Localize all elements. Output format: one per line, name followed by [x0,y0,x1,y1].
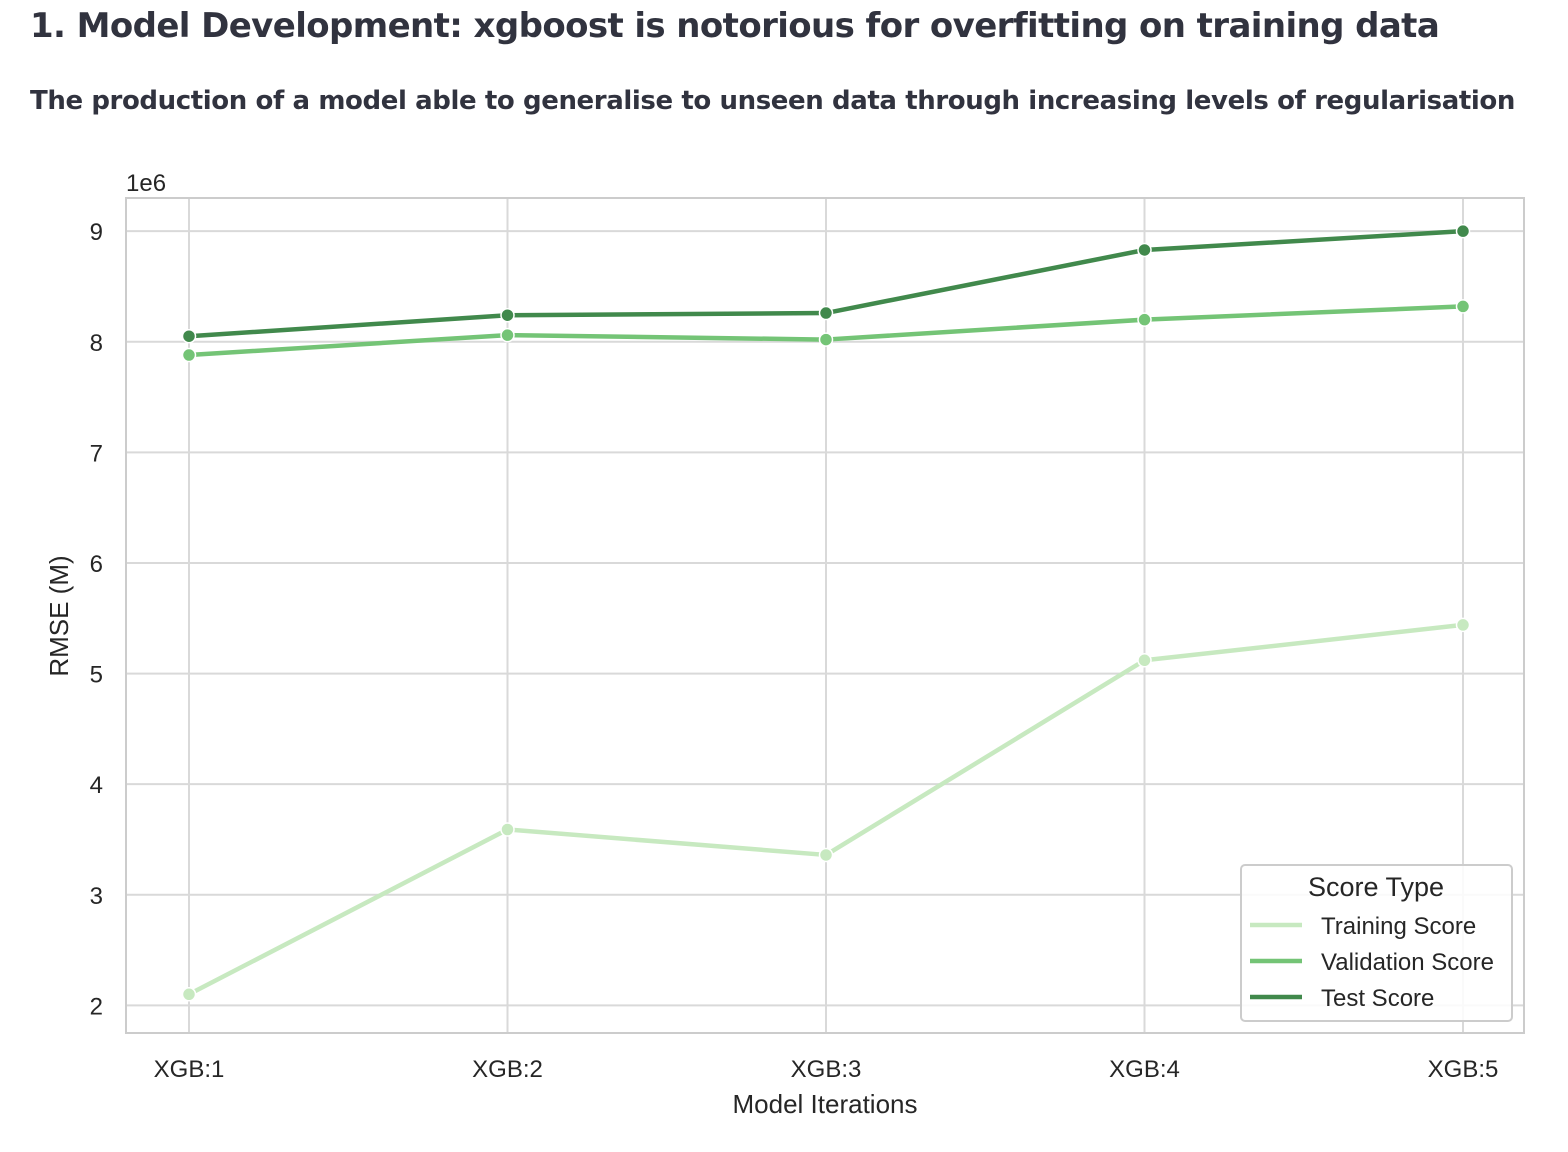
y-tick-label: 3 [90,883,103,910]
axis-ticks: 2 3 4 5 6 7 8 9 XGB:1 XGB:2 XGB:3 XGB:4 XGB:5 [90,219,1499,1083]
series-test-score [181,223,1471,344]
legend-entry-label: Training Score [1321,913,1476,940]
page-subheading: The production of a model able to genera… [30,86,1515,116]
y-tick-label: 8 [90,330,103,357]
legend-entry-label: Validation Score [1321,949,1494,976]
x-axis-label: Model Iterations [733,1089,918,1119]
series-lines [181,223,1471,1002]
data-point [1455,617,1471,633]
legend-items: Training Score Validation Score Test Score [1250,913,1494,1012]
legend-entry-label: Test Score [1321,985,1434,1012]
data-point [500,327,515,343]
data-point [1137,312,1152,327]
data-point [818,847,834,863]
series-validation-score [181,299,1471,363]
legend-box [1240,864,1513,1022]
data-point [181,987,197,1002]
y-tick-label: 4 [90,772,103,799]
data-point [181,328,197,344]
data-point [1455,223,1471,239]
data-point [1137,653,1152,668]
x-tick-label: XGB:5 [1428,1056,1499,1083]
legend-title: Score Type [1308,872,1444,902]
data-point [181,347,197,363]
data-point [818,332,834,347]
y-tick-label: 6 [90,551,103,578]
x-tick-label: XGB:1 [154,1056,225,1083]
y-axis-offset-label: 1e6 [126,170,166,197]
data-point [500,822,515,837]
y-axis-label: RMSE (M) [44,555,74,676]
data-point [1455,299,1471,314]
data-point [500,307,515,323]
y-tick-label: 2 [90,993,103,1020]
x-tick-label: XGB:2 [472,1056,543,1083]
y-tick-label: 7 [90,440,103,467]
data-point [818,305,834,321]
page-heading: 1. Model Development: xgboost is notorio… [30,6,1440,46]
x-tick-label: XGB:4 [1109,1056,1180,1083]
x-tick-label: XGB:3 [791,1056,862,1083]
plot-area-frame [125,197,1525,1034]
y-tick-label: 9 [90,219,103,246]
legend: Score Type Training Score Validation Scor… [1240,864,1513,1022]
series-training-score [181,617,1471,1002]
y-tick-label: 5 [90,662,103,689]
data-point [1137,242,1152,258]
